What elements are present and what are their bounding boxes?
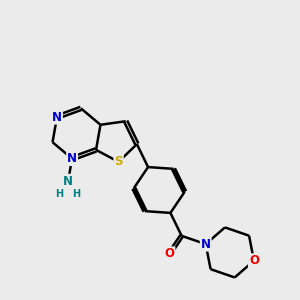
Text: N: N <box>201 238 211 250</box>
Text: N: N <box>67 152 77 165</box>
Text: H: H <box>72 189 80 199</box>
Text: H: H <box>56 189 64 199</box>
Text: S: S <box>114 155 123 168</box>
Text: N: N <box>63 175 73 188</box>
Text: N: N <box>52 111 62 124</box>
Text: O: O <box>249 254 259 267</box>
Text: O: O <box>164 247 175 260</box>
